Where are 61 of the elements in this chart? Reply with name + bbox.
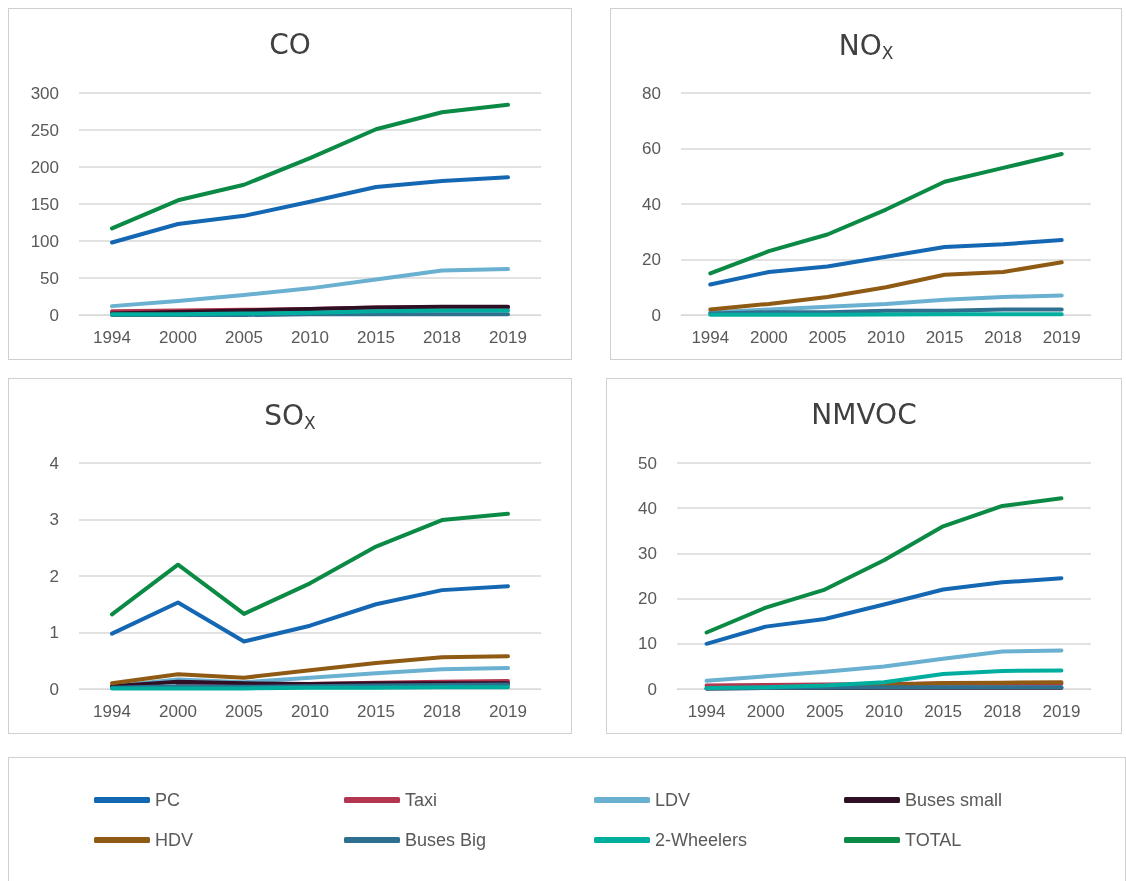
legend-label: TOTAL bbox=[905, 830, 962, 850]
legend-label: Buses small bbox=[905, 790, 1003, 810]
x-tick-label: 2005 bbox=[225, 702, 263, 721]
legend-label: Buses Big bbox=[405, 830, 487, 850]
x-tick-label: 2005 bbox=[805, 702, 844, 721]
x-tick-label: 2000 bbox=[159, 702, 197, 721]
chart-title: CO bbox=[269, 27, 311, 61]
x-tick-label: 2000 bbox=[749, 328, 788, 347]
x-tick-label: 2015 bbox=[925, 328, 964, 347]
x-tick-label: 2005 bbox=[225, 328, 263, 347]
y-tick-label: 0 bbox=[49, 305, 59, 325]
x-tick-label: 2005 bbox=[808, 328, 847, 347]
x-tick-label: 2010 bbox=[865, 702, 903, 721]
x-tick-label: 2010 bbox=[291, 702, 329, 721]
y-tick-label: 60 bbox=[642, 139, 661, 158]
legend-label: Taxi bbox=[405, 790, 438, 810]
y-tick-label: 0 bbox=[651, 305, 661, 325]
y-tick-label: 40 bbox=[638, 498, 657, 518]
x-tick-label: 2018 bbox=[983, 702, 1022, 721]
x-tick-label: 2018 bbox=[984, 328, 1023, 347]
legend-label: LDV bbox=[655, 790, 691, 810]
y-tick-label: 0 bbox=[647, 679, 657, 699]
x-tick-label: 1994 bbox=[691, 328, 730, 347]
y-tick-label: 80 bbox=[642, 83, 661, 103]
y-tick-label: 20 bbox=[638, 589, 657, 609]
x-tick-label: 2010 bbox=[867, 328, 905, 347]
y-tick-label: 20 bbox=[642, 250, 661, 269]
x-tick-label: 2019 bbox=[489, 328, 527, 347]
y-tick-label: 0 bbox=[49, 679, 59, 699]
y-tick-label: 10 bbox=[638, 634, 657, 654]
x-tick-label: 1994 bbox=[93, 328, 131, 347]
legend-label: PC bbox=[155, 790, 181, 810]
y-tick-label: 250 bbox=[30, 120, 59, 140]
y-tick-label: 4 bbox=[49, 453, 59, 473]
x-tick-label: 2015 bbox=[357, 702, 395, 721]
chart-title: NMVOC bbox=[811, 397, 917, 431]
x-tick-label: 1994 bbox=[687, 702, 726, 721]
y-tick-label: 50 bbox=[40, 268, 59, 288]
y-tick-label: 3 bbox=[49, 510, 59, 529]
y-tick-label: 150 bbox=[30, 194, 59, 214]
y-tick-label: 200 bbox=[30, 157, 59, 177]
y-tick-label: 40 bbox=[642, 194, 661, 214]
x-tick-label: 2019 bbox=[489, 702, 527, 721]
x-tick-label: 2019 bbox=[1042, 702, 1081, 721]
x-tick-label: 2000 bbox=[159, 328, 197, 347]
legend-label: 2-Wheelers bbox=[655, 830, 748, 850]
y-tick-label: 2 bbox=[49, 566, 59, 586]
legend-label: HDV bbox=[155, 830, 194, 850]
y-tick-label: 50 bbox=[638, 453, 657, 473]
y-tick-label: 300 bbox=[30, 83, 59, 103]
x-tick-label: 2019 bbox=[1042, 328, 1081, 347]
x-tick-label: 2015 bbox=[357, 328, 395, 347]
x-tick-label: 2010 bbox=[291, 328, 329, 347]
x-tick-label: 2015 bbox=[924, 702, 963, 721]
x-tick-label: 2018 bbox=[423, 702, 461, 721]
x-tick-label: 1994 bbox=[93, 702, 131, 721]
x-tick-label: 2000 bbox=[746, 702, 785, 721]
y-tick-label: 1 bbox=[49, 623, 59, 642]
y-tick-label: 30 bbox=[638, 543, 657, 563]
x-tick-label: 2018 bbox=[423, 328, 461, 347]
y-tick-label: 100 bbox=[30, 231, 59, 251]
